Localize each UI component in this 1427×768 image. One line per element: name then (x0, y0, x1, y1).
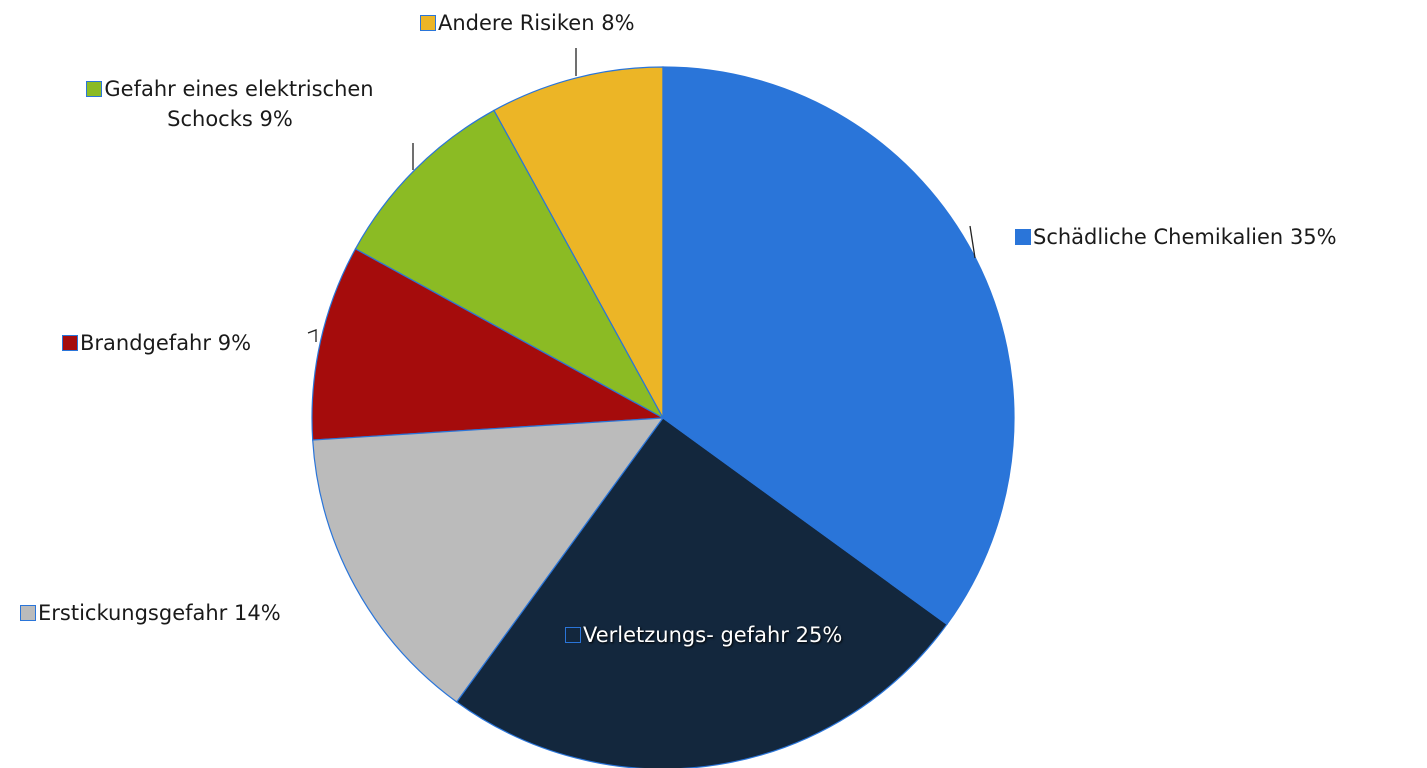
value-label: 8% (601, 11, 635, 35)
legend-swatch (86, 81, 103, 97)
value-label: 35% (1289, 225, 1337, 249)
pie-slice (354, 109, 665, 420)
leader-line (307, 329, 317, 342)
data-label: Gefahr eines elektrischen Schocks 9% (45, 74, 415, 134)
data-label: Verletzungs- gefahr 25% (565, 620, 842, 650)
category-label: Verletzungs- gefahr (583, 623, 789, 647)
value-label: 25% (795, 623, 843, 647)
pie-slice (311, 248, 666, 441)
pie-slice (662, 66, 1015, 626)
pie-slice (455, 417, 948, 768)
category-label: Gefahr eines elektrischen Schocks (104, 77, 374, 131)
legend-swatch (1015, 229, 1031, 245)
category-label: Brandgefahr (80, 331, 212, 355)
pie-slice (312, 417, 665, 703)
category-label: Schädliche Chemikalien (1033, 225, 1284, 249)
category-label: Andere Risiken (438, 11, 595, 35)
value-label: 9% (217, 331, 252, 355)
pie-slice (493, 66, 664, 419)
value-label: 9% (259, 107, 293, 131)
data-label: Erstickungsgefahr 14% (20, 598, 281, 628)
data-label: Andere Risiken 8% (420, 8, 635, 38)
data-label: Schädliche Chemikalien 35% (1015, 222, 1337, 252)
legend-swatch (565, 627, 581, 643)
data-label: Brandgefahr 9% (62, 328, 251, 358)
category-label: Erstickungsgefahr (38, 601, 228, 625)
legend-swatch (20, 605, 36, 621)
legend-swatch (420, 15, 436, 31)
value-label: 14% (234, 601, 281, 625)
legend-swatch (62, 335, 78, 351)
leader-line (969, 225, 976, 259)
